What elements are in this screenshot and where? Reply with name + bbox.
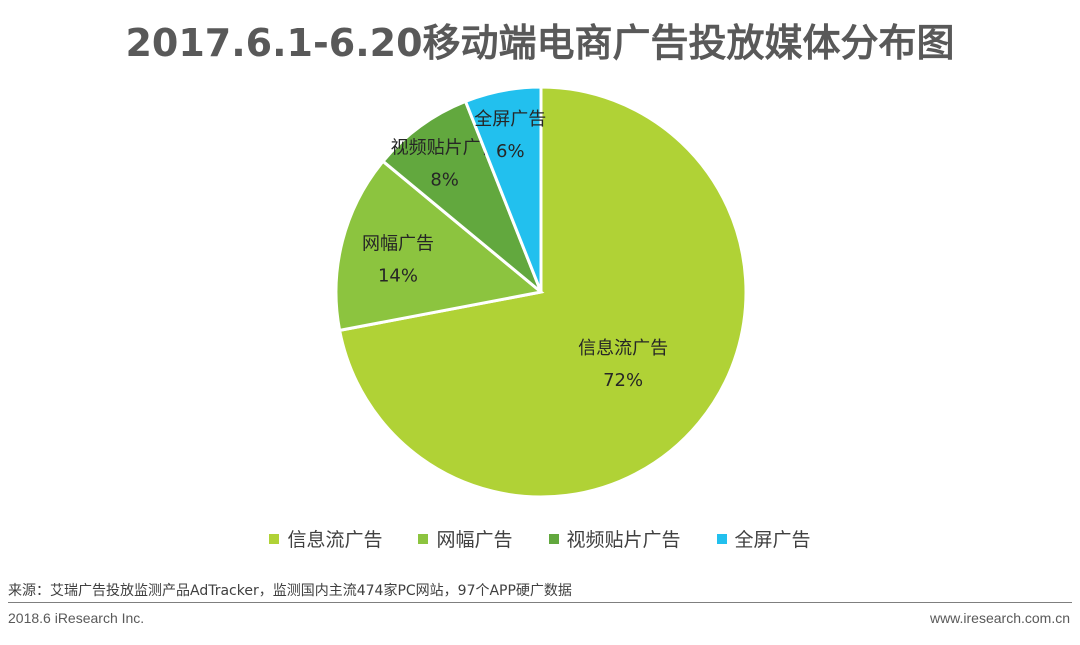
legend-label-fullscreen: 全屏广告	[734, 529, 811, 551]
legend-label-video: 视频贴片广告	[566, 529, 681, 551]
legend-label-feed: 信息流广告	[287, 529, 383, 551]
footer-divider	[8, 602, 1072, 603]
slice-label-feed: 信息流广告	[578, 338, 668, 359]
slice-value-feed: 72%	[603, 370, 643, 391]
slice-value-banner: 14%	[378, 265, 418, 286]
legend-item-banner: 网幅广告	[418, 525, 513, 552]
legend: 信息流广告 网幅广告 视频贴片广告 全屏广告	[0, 525, 1080, 552]
slice-label-fullscreen: 全屏广告	[474, 109, 546, 130]
legend-item-feed: 信息流广告	[269, 525, 382, 552]
legend-swatch-feed	[269, 533, 280, 544]
pie-chart: 信息流广告 72% 网幅广告 14% 视频贴片广告 8% 全屏广告 6%	[334, 85, 748, 499]
legend-item-video: 视频贴片广告	[548, 525, 681, 552]
chart-title: 2017.6.1-6.20移动端电商广告投放媒体分布图	[125, 21, 955, 65]
legend-swatch-video	[548, 533, 559, 544]
footer-website: www.iresearch.com.cn	[929, 610, 1070, 626]
legend-swatch-fullscreen	[716, 533, 727, 544]
source-note: 来源：艾瑞广告投放监测产品AdTracker，监测国内主流474家PC网站，97…	[8, 583, 572, 599]
pie-slice-fullscreen	[463, 85, 543, 293]
slice-value-video: 8%	[430, 169, 459, 190]
legend-swatch-banner	[418, 533, 429, 544]
slice-label-video: 视频贴片广告	[391, 137, 499, 158]
slice-value-fullscreen: 6%	[496, 141, 525, 162]
pie-slice-banner	[334, 159, 545, 333]
slice-label-banner: 网幅广告	[362, 233, 434, 254]
pie-slice-video	[380, 99, 543, 294]
legend-item-fullscreen: 全屏广告	[716, 525, 811, 552]
legend-label-banner: 网幅广告	[436, 529, 513, 551]
footer-copyright: 2018.6 iResearch Inc.	[8, 610, 145, 626]
